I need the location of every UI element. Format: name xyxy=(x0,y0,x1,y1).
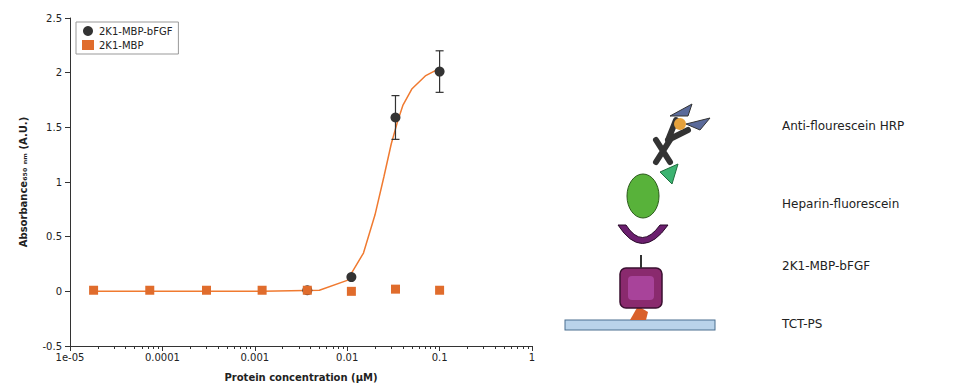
svg-text:2K1-MBP-bFGF: 2K1-MBP-bFGF xyxy=(782,259,870,273)
svg-text:2K1-MBP-bFGF: 2K1-MBP-bFGF xyxy=(99,26,173,37)
svg-text:Anti-flourescein HRP: Anti-flourescein HRP xyxy=(782,119,904,133)
svg-text:Protein concentration (μM): Protein concentration (μM) xyxy=(224,372,377,383)
svg-text:0.5: 0.5 xyxy=(46,231,62,242)
svg-text:0.001: 0.001 xyxy=(240,352,269,363)
svg-text:2.5: 2.5 xyxy=(46,13,62,24)
svg-text:0.1: 0.1 xyxy=(432,352,448,363)
svg-text:Absorbance₆₅₀ ₙₘ (A.U.): Absorbance₆₅₀ ₙₘ (A.U.) xyxy=(18,117,29,247)
svg-text:1: 1 xyxy=(529,352,535,363)
svg-text:Heparin-fluorescein: Heparin-fluorescein xyxy=(782,197,899,211)
svg-text:-0.5: -0.5 xyxy=(42,341,62,352)
svg-text:0: 0 xyxy=(56,286,62,297)
svg-text:TCT-PS: TCT-PS xyxy=(781,317,822,331)
svg-text:1.5: 1.5 xyxy=(46,122,62,133)
svg-text:2K1-MBP: 2K1-MBP xyxy=(99,40,143,51)
svg-text:1: 1 xyxy=(56,177,62,188)
svg-text:2: 2 xyxy=(56,67,62,78)
svg-text:1e-05: 1e-05 xyxy=(56,352,85,363)
svg-text:0.0001: 0.0001 xyxy=(145,352,180,363)
svg-text:0.01: 0.01 xyxy=(336,352,358,363)
